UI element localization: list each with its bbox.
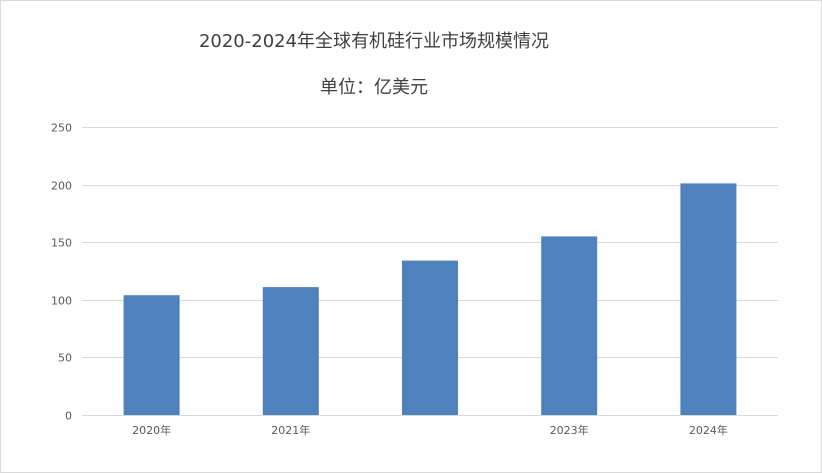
x-axis-ticks: 2020年 2021年 2023年 2024年 xyxy=(132,423,728,437)
bar-2 xyxy=(402,260,458,415)
y-tick-label: 0 xyxy=(65,410,72,423)
chart-subtitle: 单位：亿美元 xyxy=(320,77,428,98)
bar-1 xyxy=(262,287,319,415)
y-tick-label: 250 xyxy=(51,122,72,135)
x-tick-label: 2024年 xyxy=(689,423,728,437)
y-tick-label: 50 xyxy=(58,352,72,365)
chart-title: 2020-2024年全球有机硅行业市场规模情况 xyxy=(198,31,550,52)
x-tick-label: 2020年 xyxy=(132,423,171,437)
x-tick-label: 2021年 xyxy=(271,423,310,437)
y-axis-ticks: 0 50 100 150 200 250 xyxy=(51,122,72,423)
bars xyxy=(123,183,737,415)
bar-0 xyxy=(123,295,180,415)
y-tick-label: 200 xyxy=(51,180,72,193)
y-tick-label: 100 xyxy=(51,295,72,308)
x-tick-label: 2023年 xyxy=(550,423,589,437)
y-tick-label: 150 xyxy=(51,237,72,250)
bar-4 xyxy=(680,183,737,415)
bar-3 xyxy=(541,236,598,415)
